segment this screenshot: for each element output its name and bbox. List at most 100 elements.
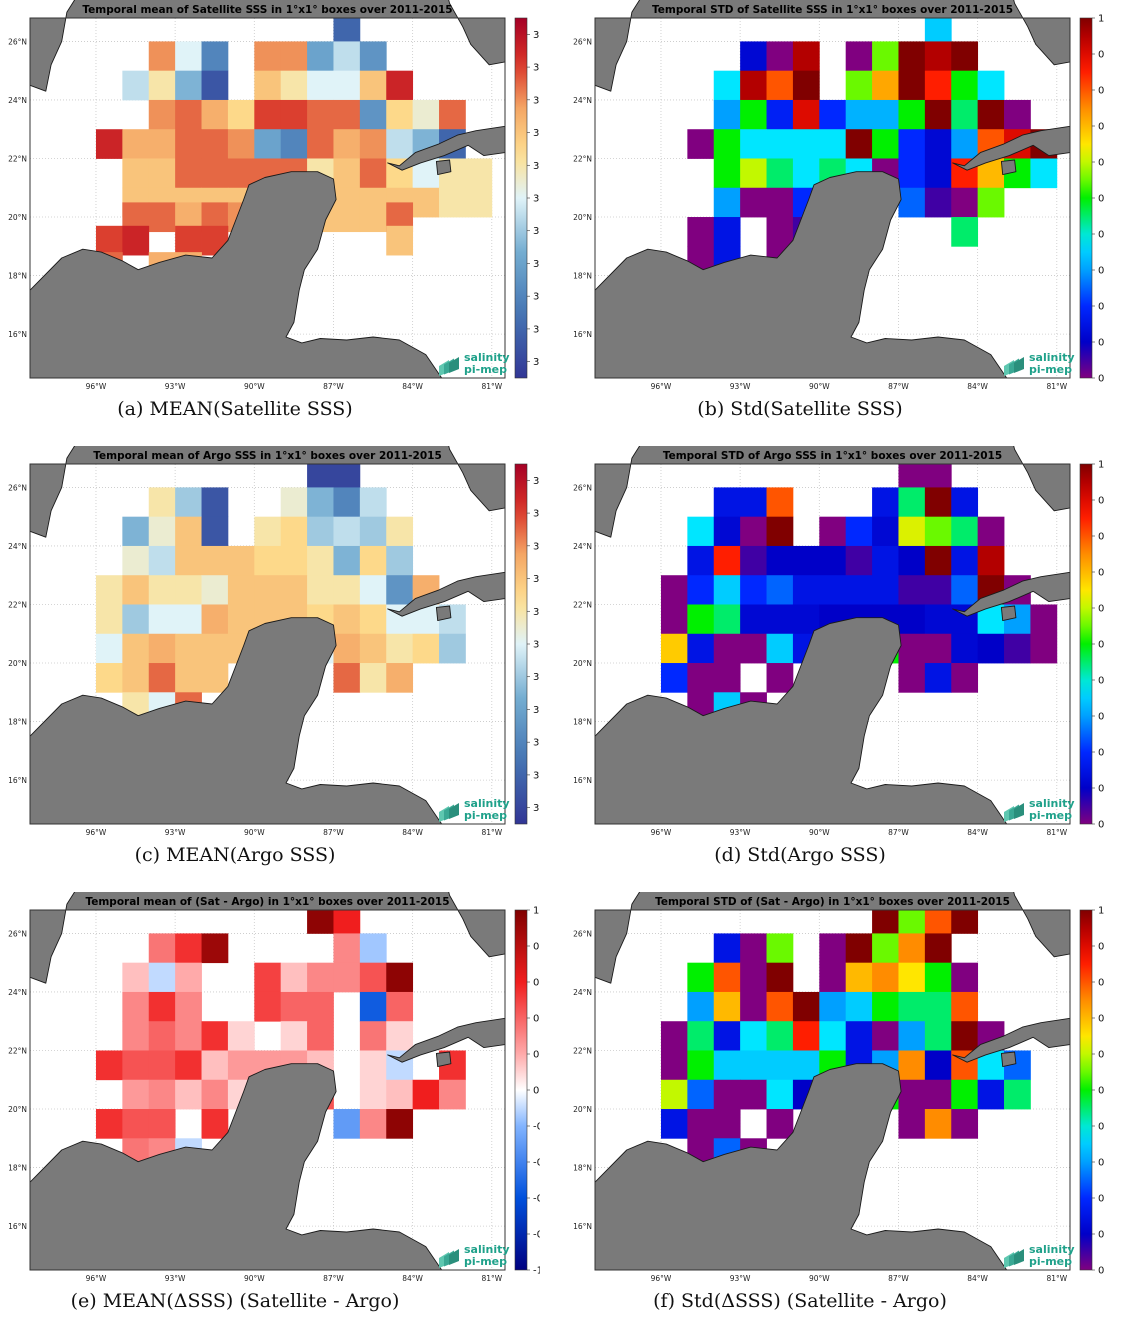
heatmap-cell bbox=[898, 1109, 926, 1139]
heatmap-cell bbox=[924, 663, 952, 693]
heatmap-cell bbox=[1030, 604, 1058, 635]
heatmap-cell bbox=[201, 99, 229, 130]
heatmap-cell bbox=[254, 575, 282, 605]
x-tick-label: 87°W bbox=[888, 1274, 909, 1282]
heatmap-cell bbox=[924, 129, 952, 159]
colorbar bbox=[514, 17, 528, 379]
colorbar-tick-label: 0.5 bbox=[1098, 194, 1105, 205]
y-tick-label: 26°N bbox=[573, 37, 592, 46]
y-tick-label: 20°N bbox=[573, 1105, 592, 1114]
heatmap-cell bbox=[148, 604, 176, 635]
heatmap-cell bbox=[924, 158, 952, 189]
heatmap-cell bbox=[713, 187, 741, 218]
colorbar-tick-label: -0.6 bbox=[533, 1194, 540, 1205]
heatmap-cell bbox=[898, 516, 926, 547]
heatmap-cell bbox=[845, 41, 873, 72]
heatmap-cell bbox=[148, 1079, 176, 1110]
colorbar-tick-label: 36 bbox=[533, 194, 540, 205]
colorbar bbox=[514, 909, 528, 1271]
heatmap-cell bbox=[713, 545, 741, 576]
heatmap-cell bbox=[122, 1050, 150, 1081]
heatmap-cell bbox=[977, 516, 1005, 547]
heatmap-cell bbox=[148, 1109, 176, 1139]
logo-text-salinity: salinity bbox=[1029, 351, 1075, 364]
x-tick-label: 84°W bbox=[402, 1274, 423, 1282]
colorbar-tick-label: 0.3 bbox=[1098, 712, 1105, 723]
chart-title: Temporal mean of Satellite SSS in 1°x1° … bbox=[82, 4, 452, 16]
x-tick-label: 90°W bbox=[809, 382, 830, 390]
heatmap-cell bbox=[766, 604, 794, 635]
heatmap-cell bbox=[333, 933, 361, 964]
heatmap-cell bbox=[122, 962, 150, 993]
heatmap-cell bbox=[359, 41, 387, 72]
heatmap-cell bbox=[924, 516, 952, 547]
x-tick-label: 96°W bbox=[86, 828, 107, 836]
y-tick-label: 16°N bbox=[573, 776, 592, 785]
panel-e-delta-mean: Temporal mean of (Sat - Argo) in 1°x1° b… bbox=[0, 892, 540, 1322]
heatmap-cell bbox=[872, 933, 899, 964]
heatmap-cell bbox=[175, 663, 202, 693]
y-tick-label: 26°N bbox=[8, 483, 27, 492]
heatmap-cell bbox=[333, 487, 361, 518]
yucatan-mexico-coast-land bbox=[594, 171, 1008, 379]
x-tick-label: 93°W bbox=[165, 1274, 186, 1282]
heatmap-cell bbox=[359, 516, 387, 547]
heatmap-cell bbox=[307, 70, 334, 101]
heatmap-cell bbox=[333, 575, 361, 605]
heatmap-cell bbox=[465, 158, 493, 189]
y-tick-label: 24°N bbox=[573, 988, 592, 997]
heatmap-cell bbox=[95, 604, 123, 635]
heatmap-cell bbox=[819, 545, 847, 576]
heatmap-cell bbox=[740, 187, 767, 218]
heatmap-cell bbox=[359, 545, 387, 576]
heatmap-cell bbox=[280, 99, 308, 130]
heatmap-cell bbox=[175, 1079, 202, 1110]
colorbar-tick-label: 35.4 bbox=[533, 292, 540, 303]
isla-juventud-land bbox=[435, 1051, 452, 1068]
chart-title: Temporal STD of (Sat - Argo) in 1°x1° bo… bbox=[655, 896, 1010, 908]
y-tick-label: 24°N bbox=[8, 96, 27, 105]
heatmap-cell bbox=[201, 575, 229, 605]
heatmap-cell bbox=[713, 217, 741, 247]
heatmap-cell bbox=[122, 604, 150, 635]
heatmap-cell bbox=[227, 99, 255, 130]
heatmap-cell bbox=[280, 487, 308, 518]
heatmap-cell bbox=[386, 991, 414, 1022]
heatmap-cell bbox=[845, 129, 873, 159]
heatmap-cell bbox=[713, 1109, 741, 1139]
y-tick-label: 22°N bbox=[8, 1046, 27, 1055]
colorbar bbox=[514, 463, 528, 825]
heatmap-cell bbox=[201, 1079, 229, 1110]
heatmap-cell bbox=[333, 41, 361, 72]
heatmap-cell bbox=[95, 663, 123, 693]
panel-b-satellite-std: Temporal STD of Satellite SSS in 1°x1° b… bbox=[565, 0, 1105, 430]
y-tick-label: 22°N bbox=[8, 154, 27, 163]
colorbar-tick-label: 0.9 bbox=[1098, 50, 1105, 61]
logo-text-salinity: salinity bbox=[1029, 797, 1075, 810]
heatmap-cell bbox=[951, 129, 979, 159]
colorbar-tick-label: 0.1 bbox=[1098, 784, 1105, 795]
heatmap-cell bbox=[359, 1079, 387, 1110]
x-tick-label: 96°W bbox=[651, 828, 672, 836]
x-tick-label: 96°W bbox=[651, 382, 672, 390]
map-frame bbox=[29, 909, 506, 1271]
colorbar-tick-label: 0.4 bbox=[1098, 1122, 1105, 1133]
yucatan-mexico-coast-land bbox=[29, 1063, 443, 1271]
y-tick-label: 20°N bbox=[8, 213, 27, 222]
y-tick-label: 20°N bbox=[573, 213, 592, 222]
y-tick-label: 16°N bbox=[8, 776, 27, 785]
colorbar-tick-label: 36.4 bbox=[533, 574, 540, 585]
heatmap-cell bbox=[227, 129, 255, 159]
isla-juventud-land bbox=[1000, 159, 1017, 176]
heatmap-cell bbox=[201, 933, 229, 964]
heatmap-cell bbox=[148, 633, 176, 664]
heatmap-cell bbox=[872, 575, 899, 605]
heatmap-cell bbox=[740, 1050, 767, 1081]
heatmap-cell bbox=[872, 545, 899, 576]
heatmap-cell bbox=[740, 99, 767, 130]
colorbar-tick-label: 35.6 bbox=[533, 259, 540, 270]
heatmap-cell bbox=[201, 41, 229, 72]
heatmap-cell bbox=[333, 1109, 361, 1139]
heatmap-cell bbox=[898, 187, 926, 218]
panel-caption: (e) MEAN(ΔSSS) (Satellite - Argo) bbox=[70, 1290, 400, 1312]
